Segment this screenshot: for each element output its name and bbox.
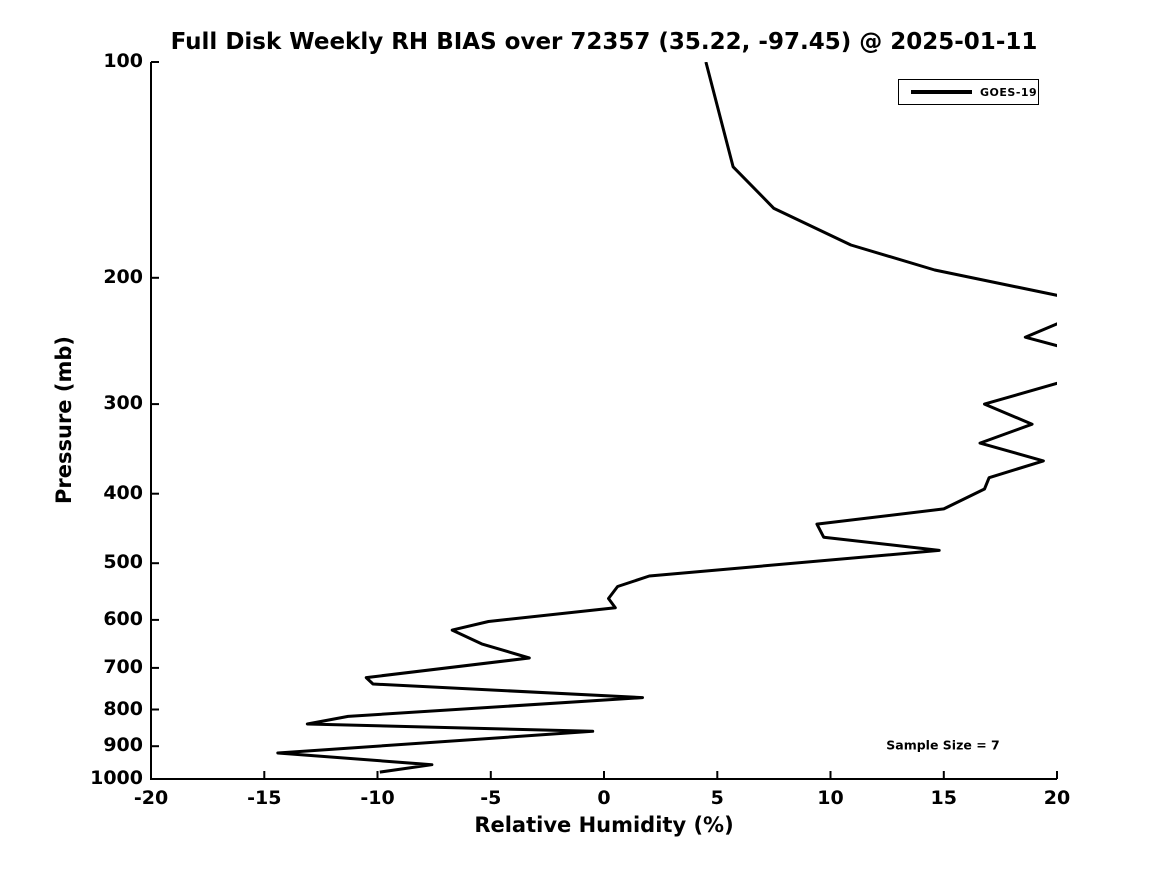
series-line <box>276 62 1057 774</box>
legend: GOES-19 <box>898 79 1039 105</box>
y-tick-label: 500 <box>103 551 143 574</box>
x-axis-label: Relative Humidity (%) <box>474 813 734 837</box>
x-tick-label: 10 <box>817 787 844 809</box>
legend-label: GOES-19 <box>980 85 1038 99</box>
y-tick-label: 700 <box>103 655 143 678</box>
y-tick-label: 400 <box>103 481 143 504</box>
y-tick-label: 100 <box>103 50 143 72</box>
axis-spines <box>150 62 1057 780</box>
x-tick-label: 20 <box>1043 787 1071 809</box>
x-tick-label: -20 <box>133 787 169 809</box>
x-tick-label: 0 <box>597 787 611 809</box>
y-tick-label: 900 <box>103 734 143 757</box>
x-tick-label: 5 <box>710 787 724 809</box>
chart-title: Full Disk Weekly RH BIAS over 72357 (35.… <box>170 29 1038 55</box>
x-tick-label: -5 <box>480 787 502 809</box>
legend-line-sample <box>911 90 972 94</box>
y-tick-label: 300 <box>103 392 143 415</box>
y-tick-label: 800 <box>103 697 143 720</box>
x-tick-label: 15 <box>930 787 957 809</box>
y-tick-label: 200 <box>103 265 143 288</box>
y-tick-label: 600 <box>103 607 143 630</box>
y-tick-label: 1000 <box>90 767 143 789</box>
sample-size-annotation: Sample Size = 7 <box>886 737 1000 753</box>
x-tick-label: -10 <box>360 787 395 809</box>
x-tick-label: -15 <box>247 787 282 809</box>
